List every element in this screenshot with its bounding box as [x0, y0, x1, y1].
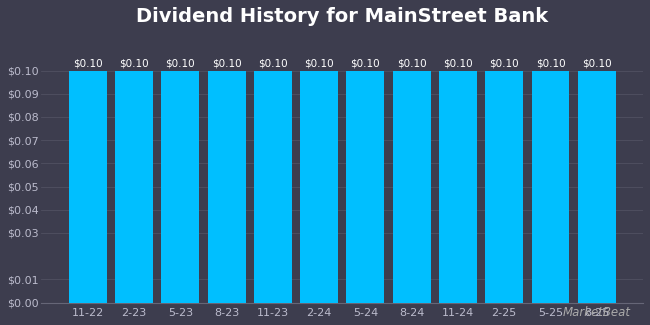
Text: $0.10: $0.10 — [397, 58, 426, 68]
Bar — [161, 71, 200, 303]
Text: $0.10: $0.10 — [582, 58, 612, 68]
Bar — [207, 71, 246, 303]
Text: $0.10: $0.10 — [304, 58, 334, 68]
Bar — [300, 71, 338, 303]
Bar — [532, 71, 569, 303]
Bar — [439, 71, 477, 303]
Bar — [69, 71, 107, 303]
Text: $0.10: $0.10 — [350, 58, 380, 68]
Text: $0.10: $0.10 — [489, 58, 519, 68]
Title: Dividend History for MainStreet Bank: Dividend History for MainStreet Bank — [136, 7, 549, 26]
Text: $0.10: $0.10 — [119, 58, 149, 68]
Bar — [486, 71, 523, 303]
Text: $0.10: $0.10 — [166, 58, 195, 68]
Text: $0.10: $0.10 — [536, 58, 566, 68]
Text: MarketBeat: MarketBeat — [562, 306, 630, 318]
Bar — [393, 71, 431, 303]
Bar — [115, 71, 153, 303]
Text: $0.10: $0.10 — [73, 58, 103, 68]
Text: $0.10: $0.10 — [443, 58, 473, 68]
Bar — [346, 71, 384, 303]
Bar — [578, 71, 616, 303]
Text: $0.10: $0.10 — [212, 58, 241, 68]
Text: $0.10: $0.10 — [258, 58, 288, 68]
Bar — [254, 71, 292, 303]
